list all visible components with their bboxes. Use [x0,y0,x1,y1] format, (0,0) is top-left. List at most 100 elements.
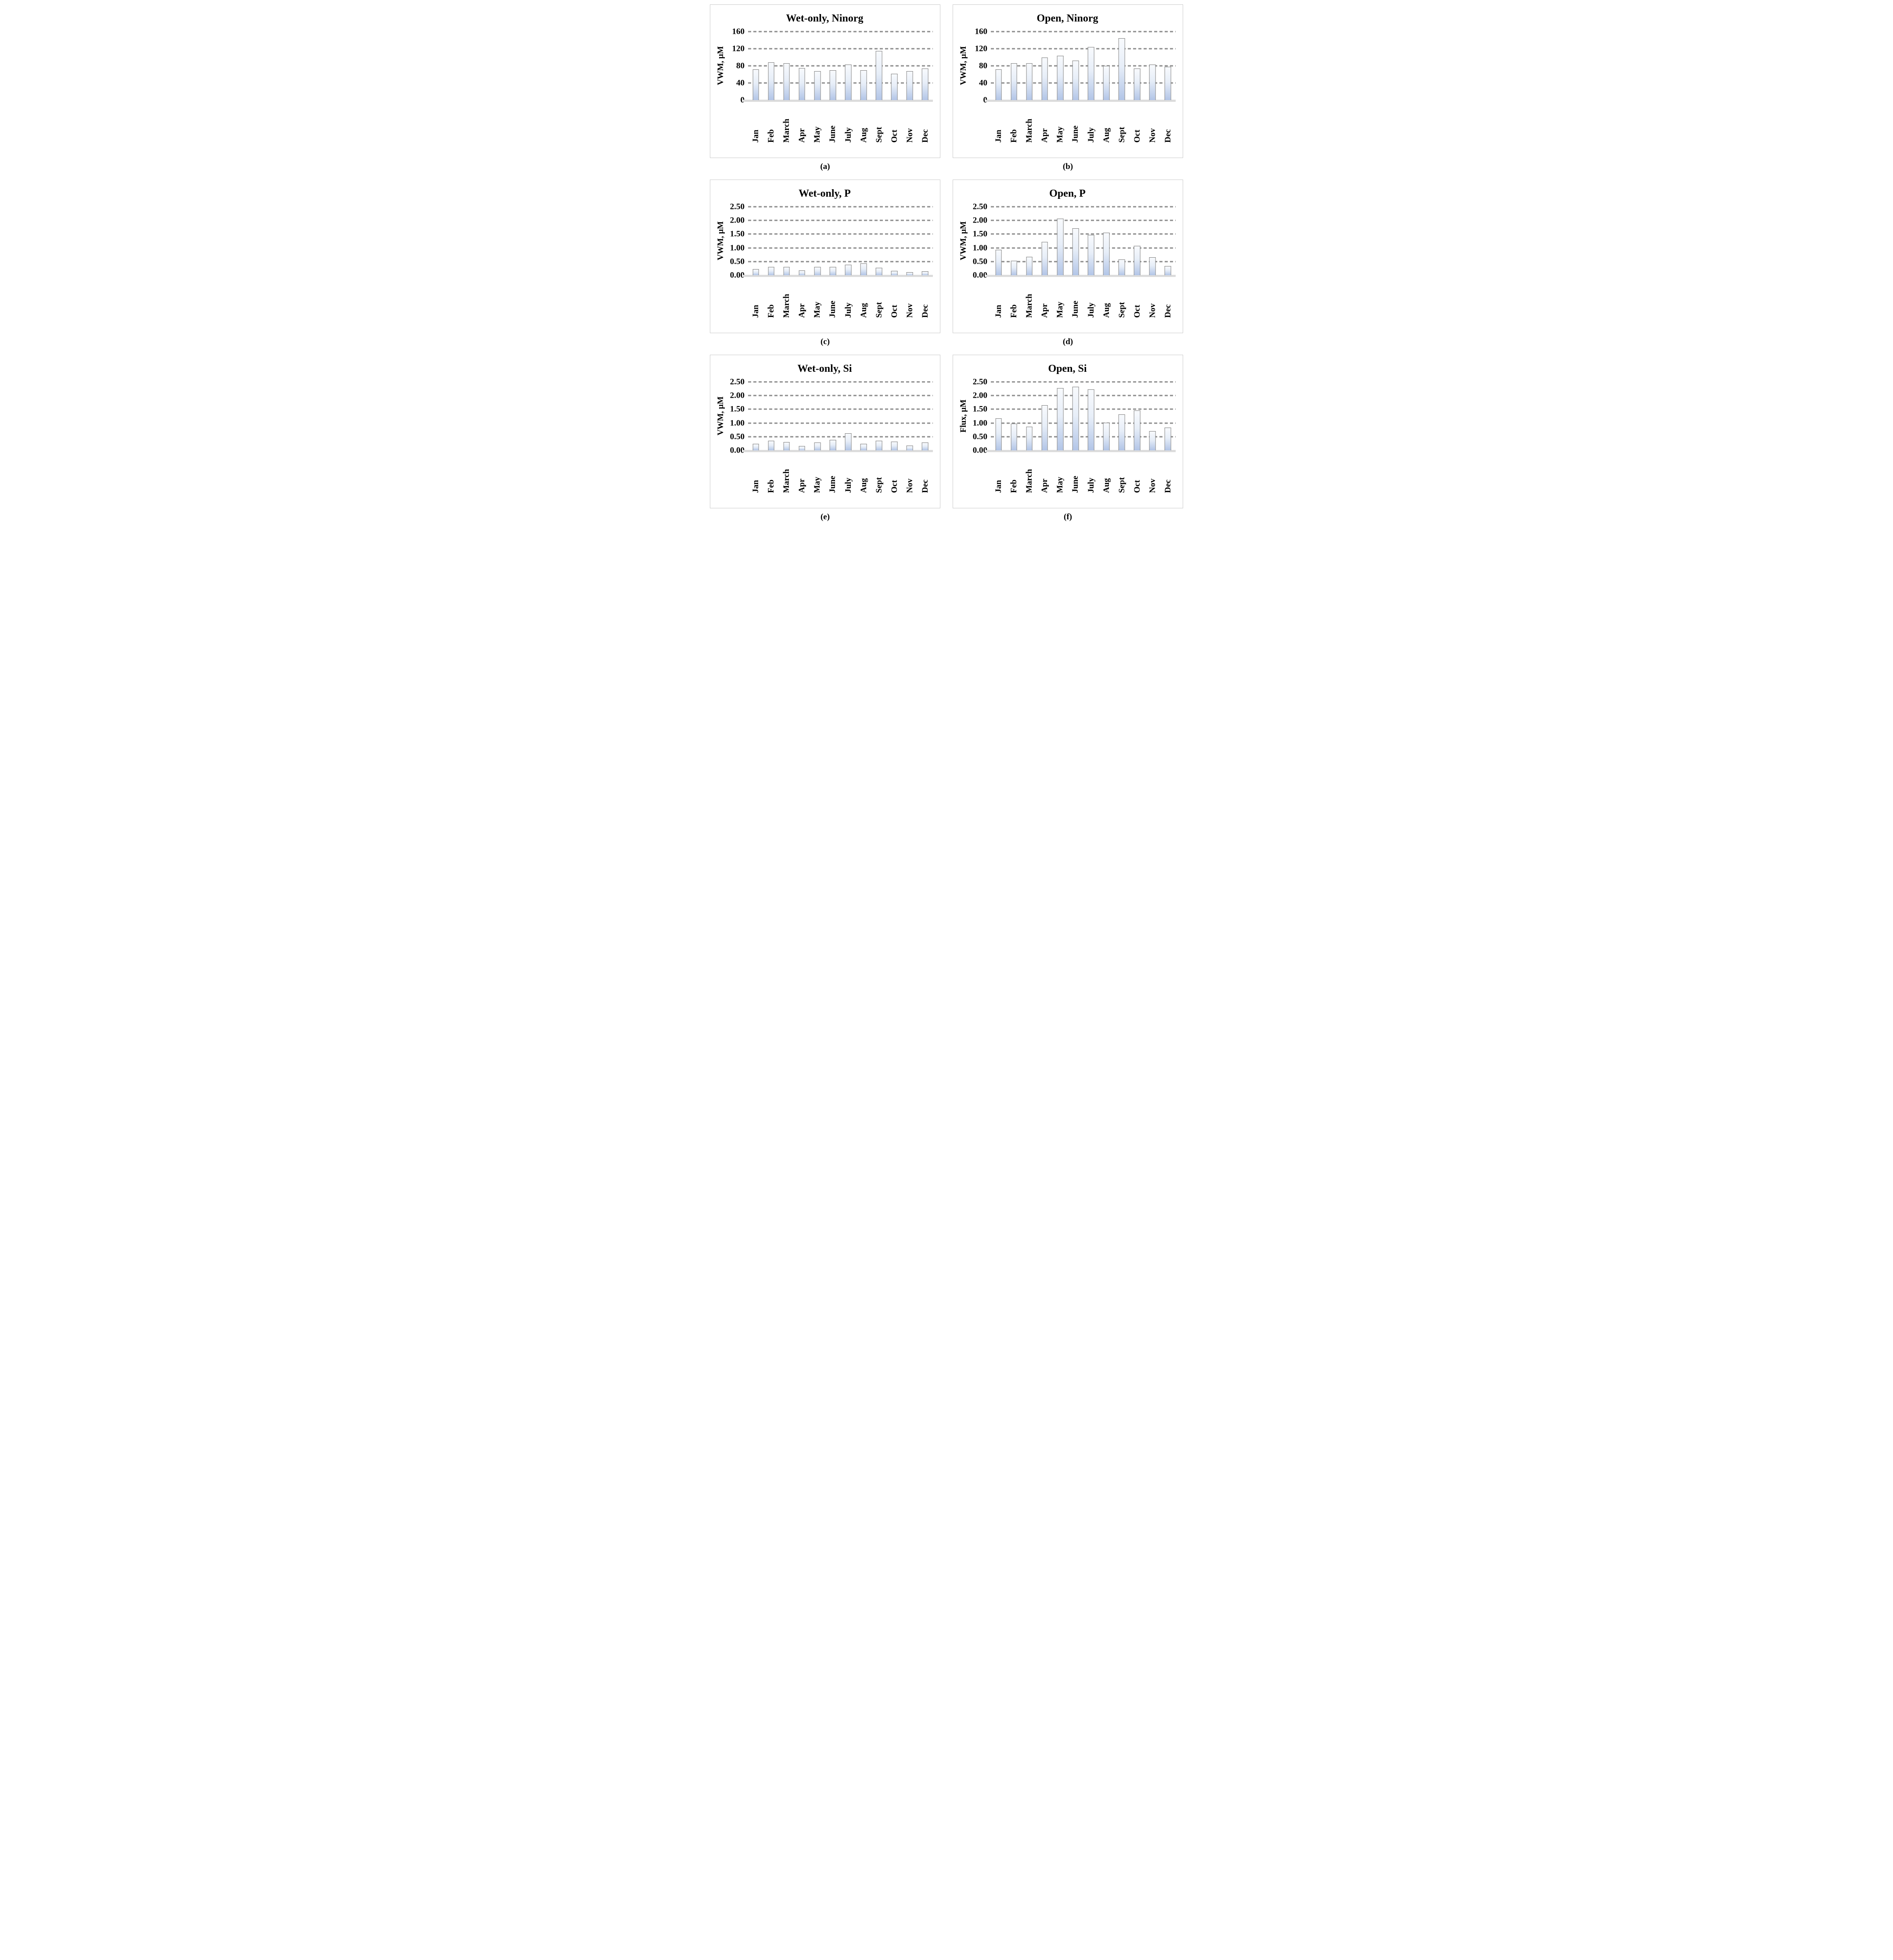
bar-slot [1083,32,1098,100]
y-axis-label: VWM, µM [958,46,968,86]
bar-slot [748,207,763,275]
bars-layer [991,207,1176,275]
chart-body: VWM, µM 2.50 2.00 1.50 1.00 0.50 0.00 Jan Feb M… [715,203,935,318]
gridline [748,82,933,84]
bar-sept [875,267,882,275]
y-tick-label: 1.00 [730,243,745,253]
y-tick-label: 160 [732,27,745,36]
bar-feb [1011,260,1017,275]
bar-slot [1099,32,1114,100]
x-axis-labels: Jan Feb March Apr May June July Aug Sept Oct Nov De… [748,104,933,143]
y-axis-label: VWM, µM [958,221,968,261]
x-tick-label: May [813,477,822,493]
bar-july [845,433,852,450]
x-tick-label: July [1086,127,1096,143]
x-tick-label: Apr [797,303,807,318]
bar-nov [1149,65,1156,100]
bar-slot [871,32,887,100]
gridline [991,381,1176,383]
x-tick-label: Apr [797,478,807,493]
x-tick-label: Nov [905,128,914,143]
bar-slot [1037,207,1052,275]
bar-slot [1022,207,1037,275]
x-tick-slot: Dec [1160,279,1176,318]
bar-jan [995,249,1002,275]
y-tick-label: 2.50 [972,377,987,387]
bar-oct [1134,245,1141,275]
x-tick-label: Sept [1117,477,1126,493]
x-tick-slot: Sept [1114,104,1130,143]
bar-slot [887,382,902,450]
x-tick-label: Dec [1163,304,1173,318]
x-tick-label: Feb [1009,479,1019,493]
x-axis-labels: Jan Feb March Apr May June July Aug Sept Oct Nov De… [748,454,933,493]
x-tick-slot: May [1052,104,1068,143]
bar-slot [1145,32,1160,100]
y-axis-label-wrap: Flux, µM [957,382,969,450]
x-tick-slot: July [840,454,856,493]
x-tick-slot: Dec [918,279,933,318]
x-tick-slot: Sept [1114,279,1130,318]
x-tick-slot: July [840,104,856,143]
bar-slot [1006,207,1022,275]
bar-march [783,266,790,275]
gridline [991,436,1176,438]
bar-slot [1130,207,1145,275]
plot-wrap: Jan Feb March Apr May June July Aug Sept Oct Nov De… [743,206,935,318]
chart-body: VWM, µM 2.50 2.00 1.50 1.00 0.50 0.00 Jan Feb M… [715,378,935,493]
x-tick-label: Sept [874,127,884,143]
x-tick-label: Jan [994,480,1004,493]
x-tick-slot: Dec [1160,454,1176,493]
bar-slot [825,207,840,275]
bar-apr [1041,241,1048,275]
x-tick-slot: March [779,454,794,493]
x-tick-slot: Oct [1130,454,1145,493]
bars-layer [748,32,933,100]
bar-feb [1011,424,1017,450]
x-tick-slot: June [825,279,840,318]
bar-slot [825,382,840,450]
y-axis-label-wrap: VWM, µM [715,207,726,275]
x-tick-slot: June [1068,279,1083,318]
bar-aug [1103,422,1110,450]
gridline [748,233,933,235]
bar-slot [825,32,840,100]
y-tick-label: 0.00 [730,446,745,455]
x-axis-labels: Jan Feb March Apr May June July Aug Sept Oct Nov De… [991,454,1176,493]
gridline [991,65,1176,67]
plot-area [986,206,1176,277]
plot-wrap: Jan Feb March Apr May June July Aug Sept Oct Nov De… [986,381,1177,493]
x-tick-slot: June [825,104,840,143]
x-tick-slot: Sept [871,454,887,493]
gridline [748,436,933,438]
x-tick-label: Jan [751,305,761,318]
x-tick-label: June [1071,300,1080,318]
plot-wrap: Jan Feb March Apr May June July Aug Sept Oct Nov De… [986,31,1177,143]
x-tick-label: Dec [920,479,930,493]
panel-caption: (b) [1062,162,1073,171]
bar-may [814,71,821,100]
x-tick-slot: Apr [1037,104,1052,143]
x-tick-slot: March [1022,279,1037,318]
chart-title: Wet-only, Ninorg [786,13,864,24]
bars-layer [991,382,1176,450]
y-tick-label: 160 [975,27,988,36]
chart-title: Open, Si [1048,363,1087,374]
bar-slot [871,382,887,450]
bar-jan [995,418,1002,450]
panel-caption: (f) [1064,512,1072,521]
bar-slot [779,207,794,275]
x-tick-label: Dec [920,304,930,318]
bar-dec [922,68,929,100]
y-tick-label: 2.00 [972,216,987,225]
y-axis-label: VWM, µM [716,221,725,261]
x-axis-baseline [743,100,933,102]
y-axis-ticks: 2.50 2.00 1.50 1.00 0.50 0.00 [726,203,748,280]
x-tick-label: March [782,119,792,143]
x-axis-baseline [743,450,933,452]
bar-may [814,442,821,450]
bar-apr [799,446,806,450]
bar-sept [875,441,882,450]
gridline [748,206,933,208]
y-tick-label: 1.50 [730,404,745,414]
